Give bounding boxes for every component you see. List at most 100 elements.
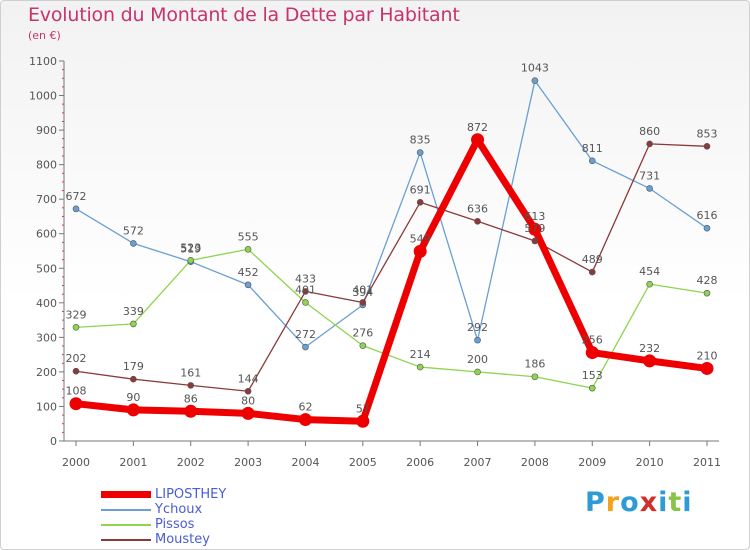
data-point xyxy=(416,149,424,156)
data-point xyxy=(244,245,252,253)
x-tick-label: 2011 xyxy=(693,456,721,469)
data-point xyxy=(69,397,83,411)
logo-letter: r xyxy=(605,487,621,518)
data-label: 835 xyxy=(410,134,431,147)
data-point xyxy=(72,205,80,213)
x-tick-label: 2005 xyxy=(349,456,377,469)
data-label: 454 xyxy=(639,265,660,278)
data-label: 1043 xyxy=(521,62,549,75)
x-tick-label: 2009 xyxy=(578,456,606,469)
y-tick-label: 600 xyxy=(36,228,57,241)
data-label: 433 xyxy=(295,272,316,285)
data-label: 62 xyxy=(298,401,312,414)
series-lines xyxy=(72,80,711,425)
legend-swatch xyxy=(101,491,151,498)
x-tick-label: 2010 xyxy=(636,456,664,469)
y-tick-label: 900 xyxy=(36,124,57,137)
data-label: 523 xyxy=(180,241,201,254)
x-tick-label: 2002 xyxy=(177,456,205,469)
data-label: 394 xyxy=(352,286,373,299)
data-label: 853 xyxy=(697,127,718,140)
data-label: 860 xyxy=(639,125,660,138)
series-line-ychoux xyxy=(75,80,708,348)
data-label: 872 xyxy=(467,121,488,134)
logo-letter: x xyxy=(639,487,659,518)
data-label: 202 xyxy=(66,352,87,365)
y-tick-label: 1100 xyxy=(29,55,57,68)
data-labels: 108 90 86 80 62 57 549 872 613 256 232 210 672 572 519… xyxy=(66,62,718,416)
data-point xyxy=(184,404,198,418)
y-tick-label: 400 xyxy=(36,297,57,310)
series-line-pissos xyxy=(75,248,708,389)
logo-letter: t xyxy=(668,487,683,518)
x-tick-label: 2007 xyxy=(464,456,492,469)
data-point xyxy=(643,354,657,368)
data-label: 691 xyxy=(410,183,431,196)
data-label: 672 xyxy=(66,190,87,203)
data-point xyxy=(703,289,711,297)
y-tick-label: 100 xyxy=(36,400,57,413)
data-point xyxy=(413,244,427,258)
data-label: 489 xyxy=(582,253,603,266)
logo-letter: P xyxy=(585,487,606,518)
data-point xyxy=(359,342,367,349)
data-point xyxy=(356,414,370,428)
y-tick-label: 200 xyxy=(36,366,57,379)
legend-swatch xyxy=(101,539,151,541)
data-point xyxy=(187,257,195,264)
data-label: 572 xyxy=(123,224,144,237)
data-point xyxy=(646,280,653,288)
data-label: 214 xyxy=(410,348,431,361)
y-tick-label: 0 xyxy=(50,435,57,448)
data-label: 292 xyxy=(467,321,488,334)
data-point xyxy=(302,288,309,295)
legend-swatch xyxy=(101,509,151,511)
chart-axes: 0 100 200 300 400 500 600 700 800 900 1000 1100 2000… xyxy=(29,55,721,469)
data-point xyxy=(130,320,137,328)
data-point xyxy=(72,324,80,331)
data-point xyxy=(126,403,140,417)
data-point xyxy=(130,375,137,383)
x-tick-label: 2003 xyxy=(234,456,262,469)
data-point xyxy=(703,224,711,232)
data-label: 636 xyxy=(467,202,488,215)
x-tick-label: 2004 xyxy=(291,456,319,469)
data-label: 57 xyxy=(356,402,370,415)
data-point xyxy=(588,268,596,276)
data-point xyxy=(474,336,481,344)
data-point xyxy=(474,368,481,376)
data-point xyxy=(531,237,539,245)
series-line-liposthey xyxy=(72,136,711,425)
data-point xyxy=(241,406,255,420)
legend-label: Pissos xyxy=(155,517,195,532)
data-label: 200 xyxy=(467,353,488,366)
data-label: 329 xyxy=(66,308,87,321)
data-label: 232 xyxy=(639,342,660,355)
data-point xyxy=(531,77,539,84)
x-tick-label: 2006 xyxy=(406,456,434,469)
data-point xyxy=(244,281,252,289)
data-point xyxy=(416,363,424,371)
data-label: 549 xyxy=(410,232,431,245)
data-label: 616 xyxy=(697,209,718,222)
data-label: 144 xyxy=(238,372,259,385)
chart-title: Evolution du Montant de la Dette par Hab… xyxy=(28,4,460,26)
data-label: 401 xyxy=(295,283,316,296)
data-label: 161 xyxy=(180,366,201,379)
data-point xyxy=(187,382,195,389)
y-tick-label: 300 xyxy=(36,331,57,344)
x-tick-label: 2000 xyxy=(62,456,90,469)
series-points xyxy=(69,77,714,428)
data-point xyxy=(302,343,309,351)
data-point xyxy=(703,143,711,150)
x-tick-label: 2001 xyxy=(119,456,147,469)
data-label: 811 xyxy=(582,142,603,155)
data-label: 339 xyxy=(123,305,144,318)
data-point xyxy=(298,413,312,427)
chart-subtitle: (en €) xyxy=(28,29,61,42)
legend-swatch xyxy=(101,524,151,526)
data-point xyxy=(588,157,596,165)
data-label: 452 xyxy=(238,266,259,279)
legend-label: Moustey xyxy=(155,532,210,547)
